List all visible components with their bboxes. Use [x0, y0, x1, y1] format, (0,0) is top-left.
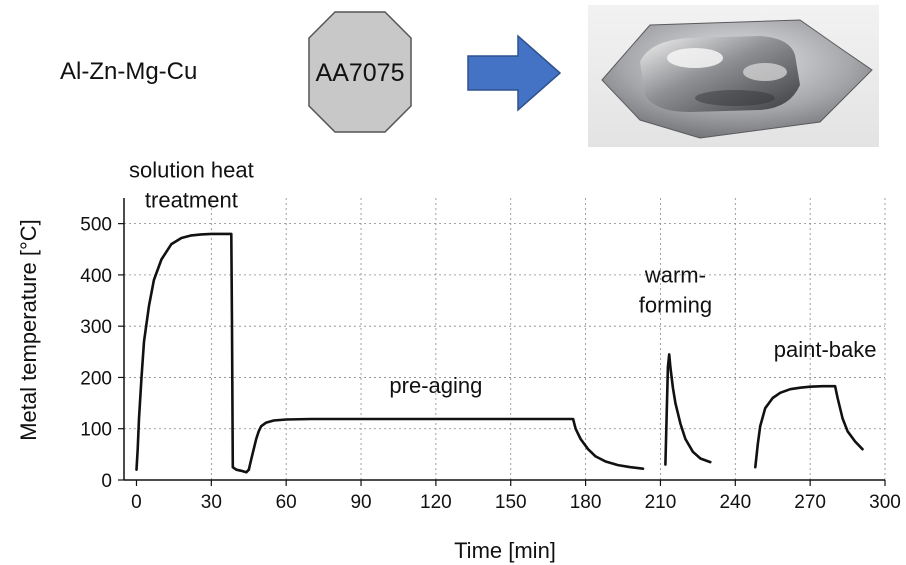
formed-part-photo-icon	[588, 5, 879, 147]
x-tick-label: 150	[495, 492, 527, 513]
x-tick-label: 240	[719, 492, 751, 513]
x-tick-label: 30	[201, 492, 222, 513]
process-header: AA7075	[308, 5, 879, 147]
y-tick-label: 0	[101, 471, 112, 492]
y-tick-label: 500	[80, 215, 112, 236]
y-axis-label: Metal temperature [°C]	[16, 219, 41, 441]
y-tick-label: 400	[80, 266, 112, 287]
x-tick-label: 0	[131, 492, 142, 513]
stage-annotation: pre-aging	[389, 373, 482, 398]
octagon-blank-icon: AA7075	[308, 11, 412, 133]
x-axis-label: Time [min]	[454, 538, 556, 563]
x-tick-labels: 0 30 60 90 120 150 180 210 240 270 300	[131, 492, 901, 513]
stage-annotation: solution heat treatment	[129, 157, 254, 212]
stage-annotations: solution heat treatment pre-aging warm-form…	[129, 157, 877, 397]
alloy-family-label: Al-Zn-Mg-Cu	[60, 58, 198, 85]
curve-segment	[753, 384, 864, 469]
temperature-curve	[135, 232, 864, 474]
x-tick-label: 210	[645, 492, 677, 513]
curve-segment	[247, 417, 645, 472]
x-tick-label: 270	[794, 492, 826, 513]
y-tick-label: 100	[80, 420, 112, 441]
chart-grid	[124, 198, 886, 480]
right-arrow-icon	[467, 34, 562, 112]
x-tick-label: 300	[869, 492, 901, 513]
x-tick-label: 90	[350, 492, 371, 513]
y-tick-label: 300	[80, 317, 112, 338]
x-tick-label: 120	[420, 492, 452, 513]
x-tick-label: 60	[276, 492, 297, 513]
stage-annotation: warm-forming	[639, 263, 712, 318]
x-tick-label: 180	[570, 492, 602, 513]
chart-axes	[118, 198, 886, 486]
y-tick-label: 200	[80, 368, 112, 389]
curve-segment	[135, 232, 251, 474]
curve-segment	[664, 353, 712, 466]
alloy-grade-label: AA7075	[316, 59, 405, 87]
y-tick-labels: 0 100 200 300 400 500	[80, 215, 112, 492]
stage-annotation: paint-bake	[774, 337, 877, 362]
